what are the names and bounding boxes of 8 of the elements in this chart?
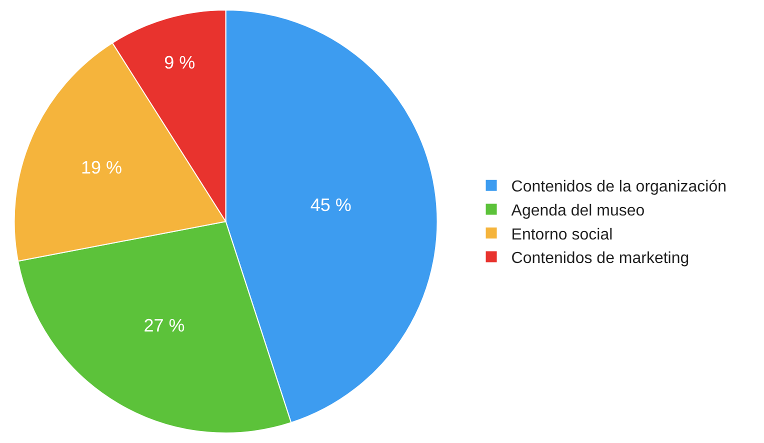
data-label: 9 %	[164, 52, 196, 73]
legend-label: Entorno social	[511, 226, 613, 244]
data-label: 27 %	[144, 316, 185, 336]
legend-label: Contenidos de la organización	[511, 178, 727, 196]
legend-label: Contenidos de marketing	[511, 250, 690, 268]
data-label: 45 %	[310, 194, 352, 215]
legend-label: Agenda del museo	[511, 202, 645, 220]
data-label: 19 %	[80, 158, 122, 178]
